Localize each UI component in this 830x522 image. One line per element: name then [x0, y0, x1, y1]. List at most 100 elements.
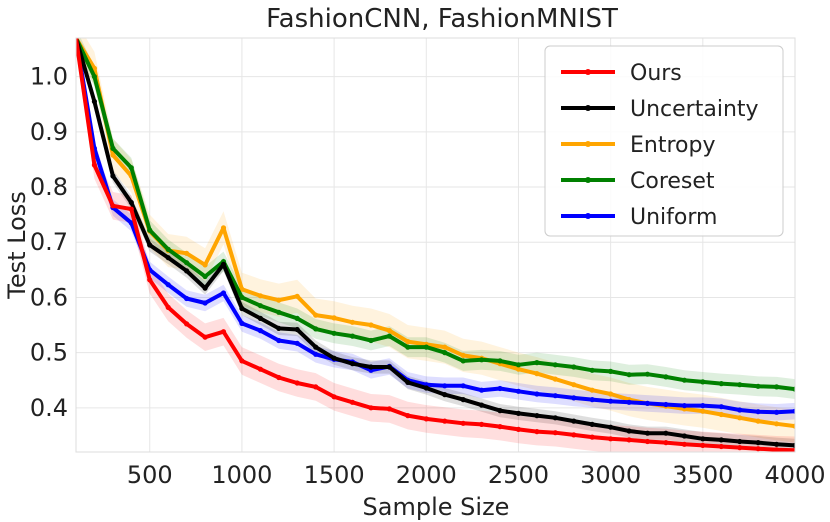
- point-coreset: [460, 358, 466, 364]
- point-ours: [534, 429, 540, 435]
- point-uncertainty: [644, 430, 651, 436]
- legend-label: Coreset: [630, 169, 715, 194]
- point-ours: [128, 206, 134, 212]
- point-entropy: [737, 415, 743, 421]
- point-entropy: [110, 152, 116, 158]
- series-lines: [76, 38, 795, 452]
- point-coreset: [349, 333, 356, 339]
- point-uncertainty: [184, 268, 190, 274]
- point-uniform: [294, 340, 300, 346]
- point-coreset: [737, 382, 743, 388]
- point-entropy: [700, 408, 706, 414]
- point-uniform: [497, 385, 503, 392]
- point-uniform: [626, 399, 632, 405]
- point-ours: [294, 380, 300, 386]
- point-entropy: [349, 319, 356, 325]
- legend-marker: [585, 105, 591, 111]
- point-coreset: [331, 330, 337, 336]
- point-uncertainty: [276, 325, 282, 331]
- point-entropy: [368, 322, 374, 328]
- point-uniform: [442, 383, 448, 389]
- point-entropy: [460, 352, 466, 358]
- point-uncertainty: [239, 305, 245, 312]
- point-ours: [608, 436, 614, 442]
- confidence-bands: [76, 38, 795, 452]
- point-entropy: [386, 328, 392, 334]
- point-uncertainty: [349, 361, 356, 367]
- point-uncertainty: [774, 441, 780, 447]
- point-uncertainty: [423, 385, 429, 391]
- point-ours: [515, 426, 522, 432]
- point-ours: [626, 437, 632, 443]
- point-coreset: [368, 337, 374, 344]
- point-coreset: [681, 377, 688, 383]
- point-ours: [405, 413, 411, 419]
- point-uncertainty: [294, 326, 300, 333]
- point-coreset: [165, 246, 171, 252]
- point-ours: [257, 366, 263, 372]
- legend: Ours Uncertainty Entropy Coreset Uniform: [544, 45, 784, 237]
- point-uniform: [313, 351, 319, 357]
- series-uncertainty: [76, 38, 795, 448]
- x-tick-label: 1000: [211, 461, 272, 489]
- point-uniform: [239, 320, 245, 326]
- point-ours: [184, 321, 190, 327]
- point-coreset: [663, 374, 669, 380]
- point-uniform: [681, 403, 688, 409]
- point-ours: [552, 430, 558, 436]
- x-tick-label: 4000: [764, 461, 825, 489]
- series-ours: [76, 38, 795, 452]
- chart-title: FashionCNN, FashionMNIST: [266, 4, 618, 34]
- legend-marker: [585, 69, 591, 75]
- point-uniform: [257, 328, 263, 334]
- point-uncertainty: [110, 173, 116, 179]
- point-coreset: [755, 383, 761, 389]
- point-uniform: [663, 401, 669, 408]
- point-uncertainty: [479, 402, 485, 408]
- legend-marker: [585, 141, 591, 147]
- point-coreset: [128, 165, 134, 171]
- point-uniform: [737, 407, 743, 413]
- point-entropy: [608, 391, 614, 397]
- point-coreset: [386, 333, 392, 339]
- point-ours: [571, 432, 577, 438]
- legend-label: Uncertainty: [630, 97, 759, 122]
- point-uncertainty: [552, 415, 558, 421]
- point-ours: [479, 421, 485, 427]
- point-ours: [442, 418, 448, 424]
- point-uncertainty: [386, 364, 392, 370]
- point-uncertainty: [442, 392, 448, 398]
- point-entropy: [405, 339, 411, 345]
- point-coreset: [774, 384, 780, 390]
- point-uniform: [718, 404, 724, 410]
- point-ours: [147, 277, 153, 283]
- x-axis-title: Sample Size: [363, 493, 510, 521]
- point-entropy: [589, 387, 595, 393]
- band-coreset: [76, 38, 795, 399]
- point-entropy: [257, 293, 263, 299]
- x-axis-ticks: 500 1000 1500 2000 2500 3000 3500 4000: [127, 461, 826, 489]
- point-ours: [460, 420, 466, 426]
- point-ours: [239, 358, 245, 364]
- series-line-coreset: [76, 38, 795, 392]
- point-uniform: [792, 408, 795, 414]
- legend-item-coreset: Coreset: [561, 169, 715, 194]
- point-uncertainty: [681, 433, 688, 439]
- point-coreset: [202, 273, 208, 280]
- point-ours: [368, 405, 374, 411]
- legend-items: Ours Uncertainty Entropy Coreset Uniform: [561, 61, 759, 230]
- series-line-uncertainty: [76, 38, 795, 448]
- point-uncertainty: [737, 438, 743, 445]
- legend-label: Ours: [630, 61, 682, 86]
- point-ours: [497, 424, 503, 430]
- point-entropy: [552, 376, 558, 382]
- point-uncertainty: [792, 442, 795, 448]
- y-tick-label: 0.6: [30, 283, 68, 311]
- point-ours: [423, 416, 429, 422]
- point-ours: [792, 447, 795, 452]
- series-line-entropy: [76, 38, 795, 429]
- point-coreset: [313, 326, 319, 332]
- point-entropy: [792, 423, 795, 429]
- point-ours: [700, 442, 706, 448]
- x-tick-label: 2500: [488, 461, 549, 489]
